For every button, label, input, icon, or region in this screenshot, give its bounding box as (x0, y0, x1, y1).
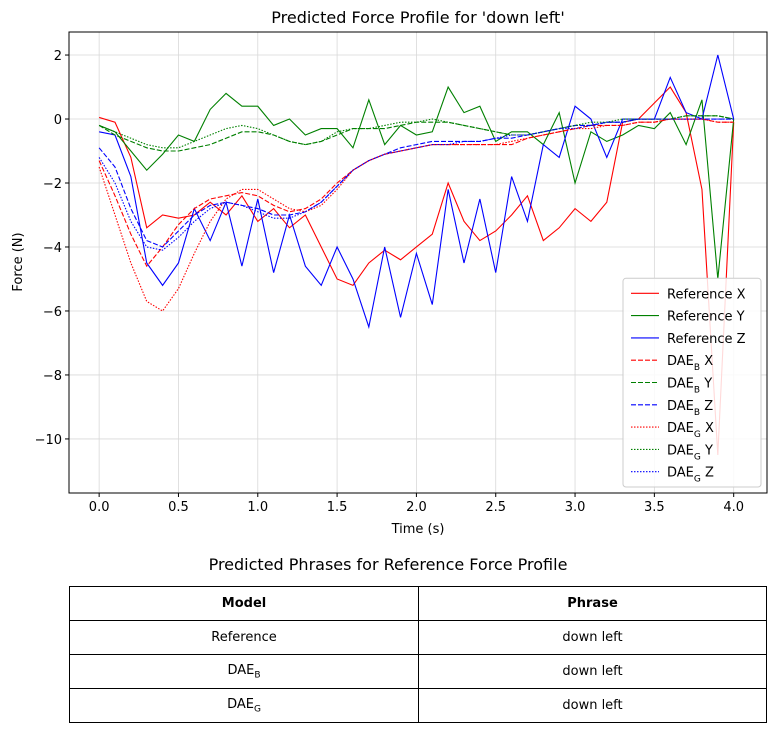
x-tick-label: 0.0 (89, 500, 110, 515)
legend-label: Reference X (667, 287, 746, 302)
legend-label: DAEB Z (667, 399, 713, 418)
legend-label: Reference Z (667, 332, 746, 347)
x-tick-label: 0.5 (168, 500, 189, 515)
y-tick-label: 2 (54, 49, 62, 64)
legend-label: DAEG Y (667, 443, 713, 462)
table-row: DAEG down left (69, 688, 767, 723)
legend-box (622, 277, 762, 488)
x-tick-label: 3.0 (565, 500, 586, 515)
legend-label: DAEB Y (667, 377, 712, 396)
table-row: DAEB down left (69, 654, 767, 689)
x-axis-label: Time (s) (391, 522, 445, 537)
y-axis-label: Force (N) (11, 232, 26, 291)
table-cell: DAEG (69, 688, 419, 723)
y-tick-label: −10 (35, 433, 62, 448)
x-tick-label: 2.0 (406, 500, 427, 515)
x-tick-label: 1.5 (327, 500, 348, 515)
legend-label: DAEB X (667, 354, 713, 373)
series-line (98, 115, 734, 152)
x-tick-label: 1.0 (247, 500, 268, 515)
series-line (98, 118, 734, 312)
legend-label: Reference Y (667, 310, 745, 325)
y-tick-label: −2 (43, 177, 62, 192)
table-cell: Reference (69, 620, 419, 655)
series-line (98, 118, 734, 251)
legend-label: DAEG Z (667, 466, 714, 485)
y-tick-label: −6 (43, 305, 62, 320)
table-row: Reference down left (69, 620, 767, 655)
header-cell: Phrase (418, 586, 767, 621)
y-tick-label: −8 (43, 369, 62, 384)
plot-frame (68, 31, 768, 494)
table-cell: down left (418, 620, 767, 655)
table-cell: down left (418, 654, 767, 689)
table-title: Predicted Phrases for Reference Force Pr… (208, 555, 568, 574)
chart-title: Predicted Force Profile for 'down left' (271, 8, 564, 27)
series-line (98, 85, 735, 280)
x-tick-label: 3.5 (644, 500, 665, 515)
table-cell: down left (418, 688, 767, 723)
header-cell: Model (69, 586, 419, 621)
header-row: Model Phrase (69, 586, 767, 621)
series-line (98, 115, 734, 149)
phrase-table: Model Phrase Reference down left DAEB down le… (69, 586, 767, 723)
x-tick-label: 2.5 (485, 500, 506, 515)
legend-label: DAEG X (667, 421, 714, 440)
chart: Predicted Force Profile for 'down left' … (11, 8, 768, 537)
y-tick-label: 0 (54, 113, 62, 128)
x-tick-label: 4.0 (723, 500, 744, 515)
plot-lines (98, 54, 735, 455)
series-line (98, 118, 734, 248)
table-cell: DAEB (69, 654, 419, 689)
y-tick-label: −4 (43, 241, 62, 256)
